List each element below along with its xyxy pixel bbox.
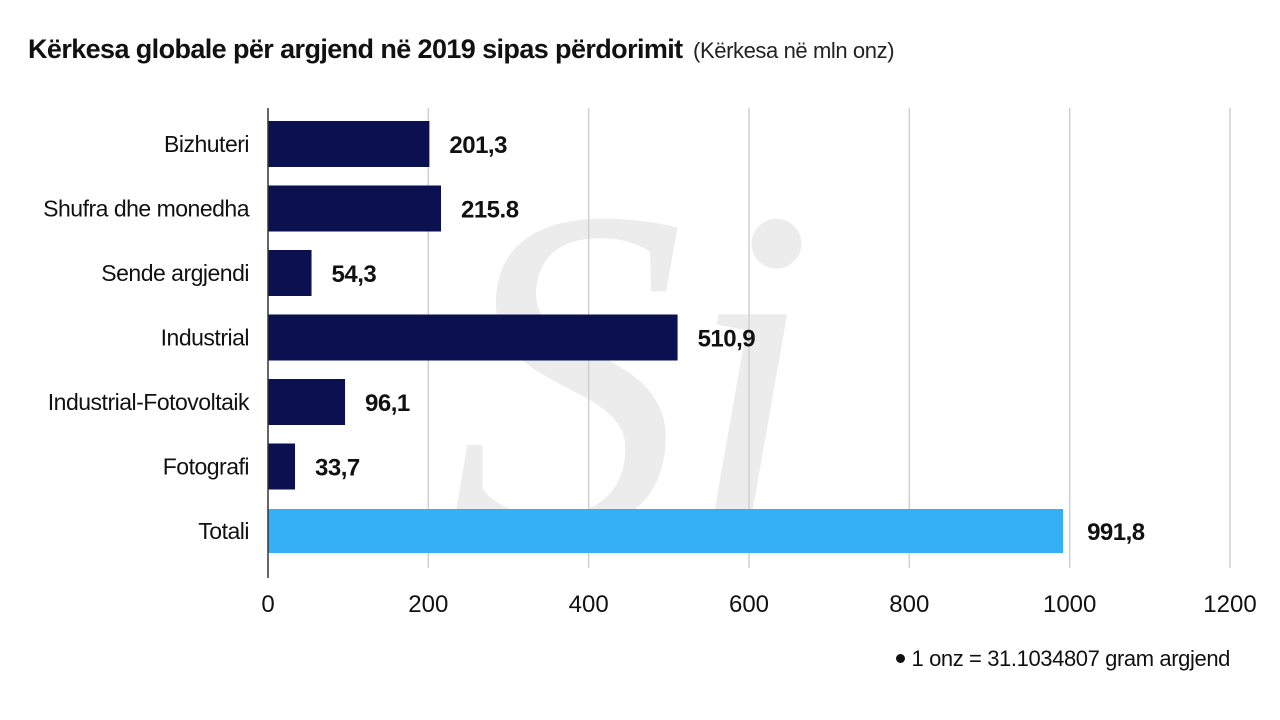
category-label: Totali	[198, 518, 249, 544]
x-tick-label: 1200	[1203, 591, 1256, 618]
data-label: 96,1	[365, 390, 410, 417]
x-tick-label: 600	[729, 591, 769, 618]
data-label: 215.8	[461, 197, 519, 224]
x-tick-label: 400	[569, 591, 609, 618]
data-label: 201,3	[449, 132, 507, 159]
bar	[268, 379, 346, 425]
category-label: Industrial	[161, 325, 249, 351]
data-label: 54,3	[332, 261, 377, 288]
conversion-note: 1 onz = 31.1034807 gram argjend	[895, 646, 1231, 672]
x-tick-label: 200	[408, 591, 448, 618]
bar	[268, 250, 312, 296]
bar	[268, 314, 678, 361]
data-label: 991,8	[1087, 519, 1145, 546]
data-label: 33,7	[315, 455, 360, 482]
data-label: 510,9	[698, 326, 756, 353]
chart-subtitle: (Kërkesa në mln onz)	[693, 38, 895, 63]
total-bar	[268, 509, 1064, 553]
chart-title: Kërkesa globale për argjend në 2019 sipa…	[28, 34, 683, 64]
bar	[268, 121, 430, 167]
bullet-icon	[895, 653, 905, 663]
category-label: Fotografi	[163, 454, 249, 480]
bar	[268, 185, 441, 232]
category-label: Shufra dhe monedha	[43, 196, 250, 222]
category-label: Bizhuteri	[164, 131, 249, 157]
category-label: Sende argjendi	[101, 260, 249, 286]
x-tick-label: 0	[261, 591, 274, 618]
conversion-note-text: 1 onz = 31.1034807 gram argjend	[911, 646, 1231, 671]
x-tick-label: 800	[889, 591, 929, 618]
category-label: Industrial-Fotovoltaik	[48, 389, 250, 415]
x-tick-label: 1000	[1043, 591, 1096, 618]
bar	[268, 443, 296, 490]
chart-header: Kërkesa globale për argjend në 2019 sipa…	[28, 34, 895, 65]
